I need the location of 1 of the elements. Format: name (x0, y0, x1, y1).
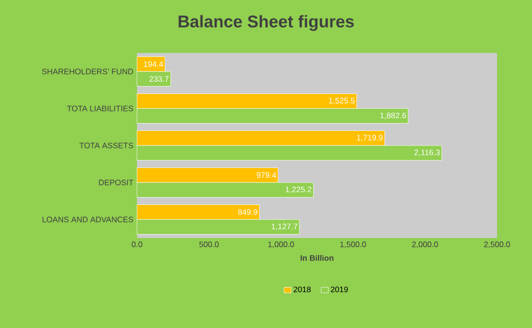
chart-title: Balance Sheet figures (178, 15, 354, 31)
